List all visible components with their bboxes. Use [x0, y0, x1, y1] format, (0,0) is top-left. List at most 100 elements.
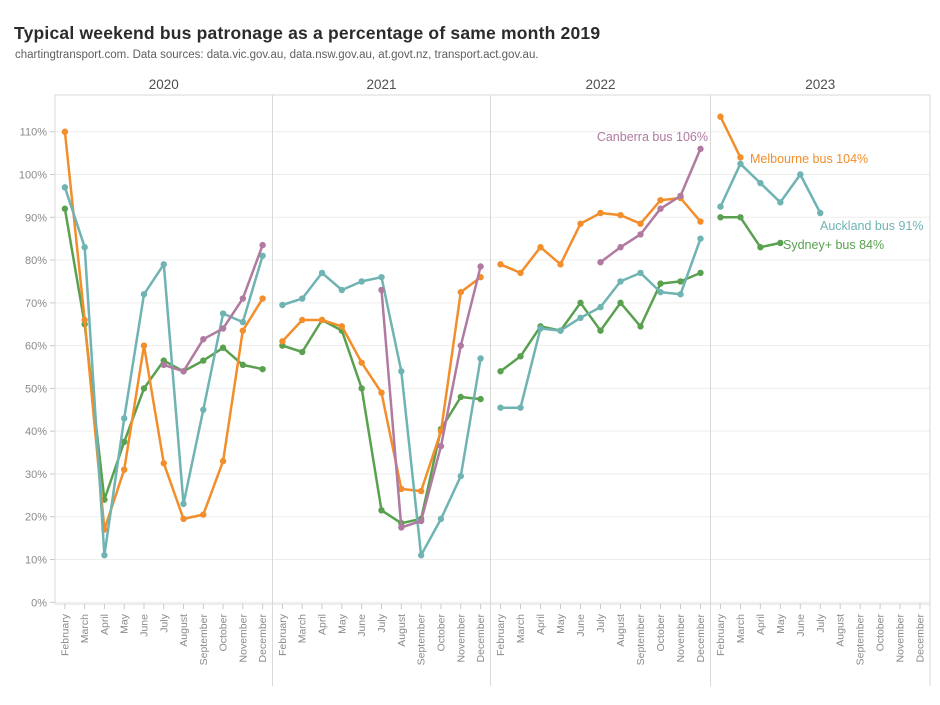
data-point-canberra-bus — [259, 241, 266, 249]
data-point-canberra-bus — [219, 325, 227, 332]
annotation-sydney-bus: Sydney+ bus 84% — [783, 238, 884, 252]
x-axis-label: September — [855, 614, 867, 666]
data-point-auckland-bus — [617, 278, 624, 285]
x-axis-label: July — [158, 613, 170, 632]
data-point-auckland-bus — [101, 552, 108, 559]
series-auckland-bus — [61, 160, 824, 559]
data-point-canberra-bus — [180, 368, 187, 375]
y-axis-label: 20% — [25, 512, 47, 524]
data-point-canberra-bus — [617, 244, 624, 251]
data-point-canberra-bus — [239, 295, 247, 302]
data-point-sydney-bus — [259, 365, 266, 373]
data-point-canberra-bus — [200, 336, 207, 343]
panel-borders — [54, 94, 931, 686]
y-axis-label: 30% — [25, 469, 47, 481]
x-axis-label: April — [755, 614, 767, 635]
x-axis-label: February — [495, 613, 507, 656]
data-point-auckland-bus — [537, 325, 544, 332]
data-point-melbourne-bus — [61, 128, 69, 135]
annotation-melbourne-bus: Melbourne bus 104% — [750, 152, 868, 166]
data-point-auckland-bus — [140, 291, 148, 298]
data-point-auckland-bus — [219, 310, 227, 317]
year-header: 2021 — [366, 77, 396, 92]
data-point-melbourne-bus — [279, 338, 286, 345]
data-point-canberra-bus — [677, 192, 684, 200]
data-point-sydney-bus — [517, 353, 524, 360]
x-axis-label: September — [198, 614, 210, 666]
data-point-sydney-bus — [637, 323, 644, 330]
data-point-canberra-bus — [378, 286, 385, 294]
data-point-sydney-bus — [200, 357, 207, 364]
data-point-sydney-bus — [358, 385, 365, 392]
data-point-melbourne-bus — [737, 154, 744, 161]
data-point-melbourne-bus — [497, 261, 504, 268]
x-axis-label: March — [79, 614, 91, 643]
data-point-melbourne-bus — [517, 269, 524, 277]
data-point-canberra-bus — [657, 205, 664, 212]
x-axis-label: October — [218, 614, 230, 652]
data-point-canberra-bus — [477, 263, 484, 270]
data-point-sydney-bus — [299, 348, 306, 356]
data-point-melbourne-bus — [338, 323, 346, 330]
data-point-auckland-bus — [597, 303, 604, 311]
annotation-auckland-bus: Auckland bus 91% — [820, 219, 924, 233]
data-point-auckland-bus — [557, 327, 564, 334]
data-point-auckland-bus — [717, 203, 724, 210]
data-point-auckland-bus — [497, 404, 504, 411]
y-axis-label: 10% — [25, 555, 47, 567]
x-axis-label: October — [655, 614, 667, 652]
data-point-auckland-bus — [239, 318, 247, 326]
data-point-auckland-bus — [657, 288, 664, 296]
data-point-melbourne-bus — [140, 342, 148, 349]
chart-title: Typical weekend bus patronage as a perce… — [14, 23, 601, 43]
data-point-melbourne-bus — [697, 218, 704, 225]
x-axis-label: April — [317, 614, 329, 635]
x-axis-label: April — [99, 614, 111, 635]
data-point-auckland-bus — [378, 273, 385, 281]
data-point-auckland-bus — [637, 269, 644, 277]
x-axis-label: September — [416, 614, 428, 666]
data-point-melbourne-bus — [219, 457, 227, 465]
x-axis-label: September — [635, 614, 647, 666]
data-point-auckland-bus — [577, 314, 584, 322]
data-point-auckland-bus — [259, 252, 266, 259]
x-axis-label: July — [376, 613, 388, 632]
x-axis-label: June — [575, 614, 587, 637]
data-point-melbourne-bus — [81, 316, 88, 324]
data-point-canberra-bus — [398, 524, 405, 531]
data-point-melbourne-bus — [657, 196, 664, 204]
data-point-auckland-bus — [279, 301, 286, 309]
data-point-sydney-bus — [617, 299, 624, 307]
data-point-auckland-bus — [677, 291, 684, 298]
x-axis-label: August — [178, 614, 190, 647]
data-point-melbourne-bus — [597, 209, 604, 217]
y-axis-label: 80% — [25, 255, 47, 267]
x-axis-label: May — [775, 613, 787, 634]
x-axis-label: February — [277, 613, 289, 656]
y-axis-label: 100% — [19, 170, 47, 182]
data-point-sydney-bus — [737, 214, 744, 221]
data-point-auckland-bus — [697, 235, 704, 242]
data-point-canberra-bus — [697, 145, 704, 153]
data-point-auckland-bus — [797, 171, 804, 178]
data-point-sydney-bus — [757, 244, 764, 251]
data-point-sydney-bus — [577, 299, 584, 307]
data-point-melbourne-bus — [318, 316, 326, 324]
y-axis-label: 110% — [20, 127, 48, 139]
data-point-auckland-bus — [180, 500, 187, 508]
data-point-sydney-bus — [777, 239, 784, 247]
x-axis-label: July — [595, 613, 607, 632]
annotation-canberra-bus: Canberra bus 106% — [597, 130, 708, 144]
gridlines — [55, 131, 930, 603]
data-point-auckland-bus — [477, 355, 484, 362]
data-point-auckland-bus — [61, 184, 69, 191]
x-axis-label: December — [695, 613, 707, 662]
data-point-auckland-bus — [318, 269, 326, 277]
series-melbourne-bus — [61, 113, 744, 533]
x-axis-label: February — [59, 613, 71, 656]
data-point-melbourne-bus — [378, 389, 385, 396]
data-point-canberra-bus — [160, 361, 167, 369]
data-point-auckland-bus — [338, 286, 346, 294]
data-point-melbourne-bus — [160, 460, 167, 467]
